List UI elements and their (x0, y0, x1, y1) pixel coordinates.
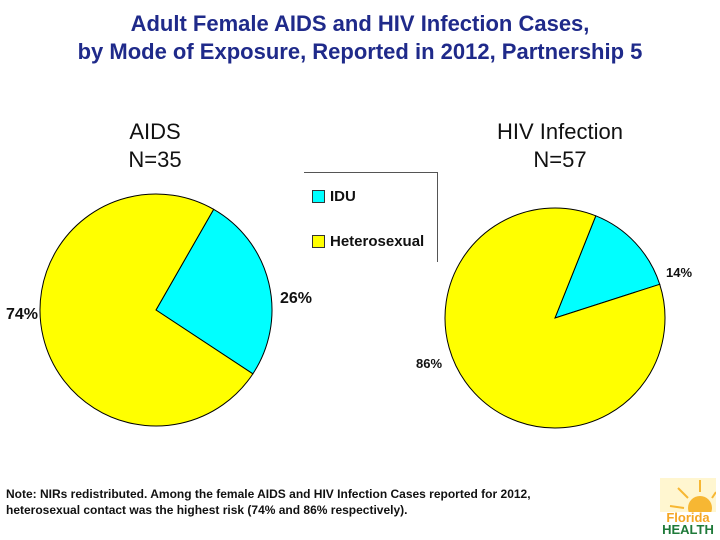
hiv-pie-count: N=57 (533, 147, 587, 172)
aids-pie-title: AIDS (129, 119, 181, 144)
aids-pie-heading: AIDS N=35 (100, 118, 210, 174)
sun-icon (660, 478, 717, 520)
heterosexual-swatch (312, 235, 325, 248)
logo-text-florida: Florida (666, 510, 710, 525)
aids-idu-pct-label: 26% (280, 290, 313, 307)
hiv-heterosexual-pct-label: 86% (416, 356, 443, 371)
aids-slice-idu (155, 208, 273, 375)
logo-text-health: HEALTH (662, 522, 714, 537)
aids-heterosexual-pct-label: 74% (6, 306, 39, 323)
hiv-pie-title: HIV Infection (497, 119, 623, 144)
aids-slice-heterosexual (39, 193, 254, 427)
legend-label-heterosexual: Heterosexual (330, 233, 425, 250)
footnote-line-2: heterosexual contact was the highest ris… (6, 503, 408, 517)
hiv-pie-heading: HIV Infection N=57 (470, 118, 650, 174)
hiv-idu-pct-label: 14% (666, 265, 693, 280)
aids-pie-count: N=35 (128, 147, 182, 172)
hiv-slice-heterosexual (444, 207, 666, 429)
legend-item-heterosexual: Heterosexual (312, 233, 424, 250)
legend-item-idu: IDU (312, 188, 356, 205)
idu-swatch (312, 190, 325, 203)
chart-title: Adult Female AIDS and HIV Infection Case… (0, 10, 720, 66)
footnote: Note: NIRs redistributed. Among the fema… (6, 486, 646, 518)
legend: IDU Heterosexual (304, 172, 438, 262)
legend-label-idu: IDU (330, 188, 356, 205)
footnote-line-1: Note: NIRs redistributed. Among the fema… (6, 487, 531, 501)
title-line-1: Adult Female AIDS and HIV Infection Case… (130, 11, 590, 36)
florida-health-logo: Florida HEALTH (660, 478, 717, 537)
title-line-2: by Mode of Exposure, Reported in 2012, P… (77, 39, 643, 64)
